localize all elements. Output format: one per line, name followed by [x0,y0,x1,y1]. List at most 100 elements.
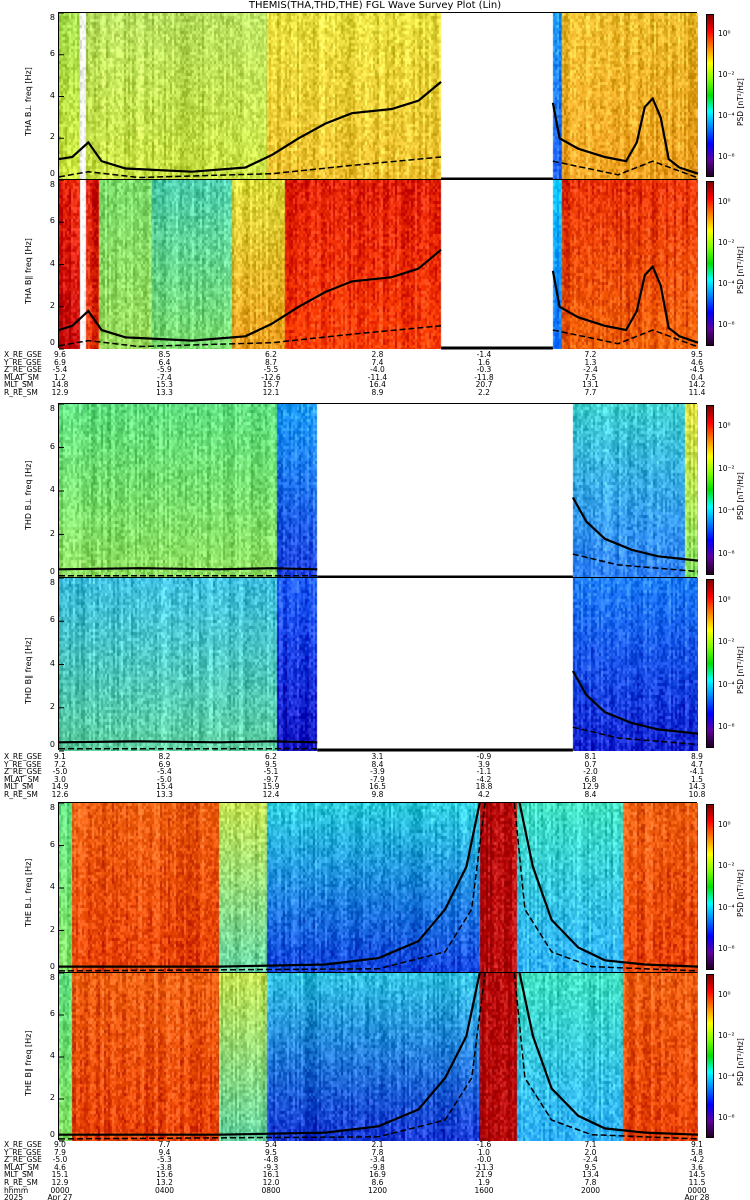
ephemeris-value: 8.4 [371,759,384,769]
colorbar-tick-label: 10⁻⁴ [718,1071,735,1081]
ephemeris-value: 13.4 [582,1170,599,1180]
fce-lines [58,972,699,1142]
ephemeris-value: 12.1 [262,388,280,397]
ephemeris-value: 7.4 [371,357,384,367]
fce-solid-line [571,670,699,735]
ephemeris-value: 13.2 [156,1178,173,1187]
colorbar-tick-label: 10⁰ [718,421,731,431]
ephemeris-value: 14.9 [51,782,69,792]
colorbar-tick-label: 10⁻⁶ [718,151,735,161]
ephemeris-value: 20.7 [475,380,493,390]
ephemeris-value: 3.9 [478,759,490,769]
ephemeris-value: Apr 28 [684,1193,710,1200]
y-axis-label: THA B⊥ freq [Hz] [24,66,33,136]
ephemeris-value: 7.7 [584,388,597,397]
ephemeris-label: Y_RE_GSE [4,1147,42,1157]
ephemeris-value: -2.4 [583,365,598,375]
y-axis-label: THD B∥ freq [Hz] [24,636,33,704]
ephemeris-value: 0000 [687,1185,707,1195]
y-axis-label: THA B∥ freq [Hz] [24,237,33,304]
ephemeris-value: 2.1 [371,1140,384,1149]
y-tick-label: 0 [49,338,55,347]
fce-solid-line [518,802,699,968]
ephemeris-value: 4.7 [691,759,703,769]
ephemeris-value: -0.3 [476,365,492,375]
ephemeris-value: 9.5 [265,759,277,769]
ephemeris-value: 15.3 [156,380,173,390]
ephemeris-value: 11.5 [688,1178,706,1187]
fce-lines [58,179,699,350]
y-tick-label: 6 [49,216,55,226]
ephemeris-value: 7.8 [584,1178,597,1187]
fce-dashed-line [513,802,699,972]
ephemeris-label: Z_RE_GSE [4,767,42,777]
colorbar [706,974,714,1138]
spectrogram-image [59,578,698,751]
colorbar-title: PSD [nT²/Hz] [736,472,745,520]
fce-solid-line [551,96,699,175]
ephemeris-label: Z_RE_GSE [4,1155,42,1165]
ephemeris-value: 13.3 [156,790,173,799]
colorbar-tick-label: 10⁻⁴ [718,110,735,120]
colorbar-tick-label: 10⁻⁶ [718,320,735,330]
y-tick-label: 4 [49,258,55,268]
spectrogram-panel-the-bpar [58,972,699,1142]
ephemeris-value: -3.4 [370,1155,385,1165]
fce-solid-line [518,972,699,1136]
ephemeris-value: Apr 27 [47,1193,73,1200]
ephemeris-value: 13.3 [156,388,173,397]
y-tick-label: 8 [49,13,55,22]
ephemeris-value: -5.5 [263,365,279,375]
ephemeris-value: -3.9 [370,767,385,777]
ephemeris-value: 5.4 [265,1140,277,1149]
ephemeris-value: 7.7 [158,1140,171,1149]
ephemeris-value: 3.0 [54,774,66,784]
y-tick-label: 2 [49,924,55,934]
y-tick-label: 6 [49,615,55,625]
ephemeris-value: 16.1 [262,1170,280,1180]
ephemeris-value: 7.2 [584,350,597,359]
ephemeris-value: 21.9 [475,1170,493,1180]
ephemeris-label: X_RE_GSE [4,350,42,359]
ephemeris-value: 9.4 [158,1147,171,1157]
spectrogram-panel-thd-bpar [58,577,699,752]
fce-solid-line [58,248,442,342]
y-tick-label: 8 [49,973,55,982]
colorbar-tick-label: 10⁻⁶ [718,944,735,954]
colorbar [706,181,714,346]
ephemeris-value: -9.8 [370,1162,385,1172]
ephemeris-value: 4.2 [478,790,490,799]
ephemeris-value: 0000 [50,1185,70,1195]
ephemeris-value: 0.4 [691,372,703,382]
ephemeris-value: 12.0 [262,1178,280,1187]
ephemeris-value: 18.8 [475,782,493,792]
fce-lines [58,577,699,752]
ephemeris-value: 16.9 [369,1170,386,1180]
ephemeris-value: -11.8 [474,372,494,382]
colorbar-tick-label: 10⁻⁴ [718,679,735,689]
ephemeris-value: -5.9 [157,365,172,375]
ephemeris-value: -1.6 [476,1140,492,1149]
ephemeris-value: -4.2 [689,1155,705,1165]
colorbar-tick-label: 10⁻⁶ [718,1112,735,1122]
ephemeris-label: Y_RE_GSE [4,357,42,367]
ephemeris-value: 0.7 [584,759,597,769]
colorbar-title: PSD [nT²/Hz] [736,869,745,917]
ephemeris-value: 15.7 [262,380,280,390]
ephemeris-value: 2.0 [584,1147,597,1157]
ephemeris-value: 8.1 [584,752,597,761]
colorbar-tick-label: 10⁻⁴ [718,902,735,912]
y-axis-label: THE B∥ freq [Hz] [24,1030,33,1096]
ephemeris-value: 1.6 [478,357,490,367]
ephemeris-value: 1600 [474,1185,494,1195]
colorbar-tick-label: 10⁻⁴ [718,279,735,289]
ephemeris-value: 1.3 [584,357,597,367]
ephemeris-value: 9.1 [691,1140,703,1149]
ephemeris-value: 12.6 [51,790,69,799]
ephemeris-value: 2000 [580,1185,601,1195]
fce-lines [58,12,699,181]
ephemeris-value: -4.2 [476,774,492,784]
ephemeris-value: -7.9 [370,774,385,784]
spectrogram-panel-tha-bpar [58,179,699,350]
